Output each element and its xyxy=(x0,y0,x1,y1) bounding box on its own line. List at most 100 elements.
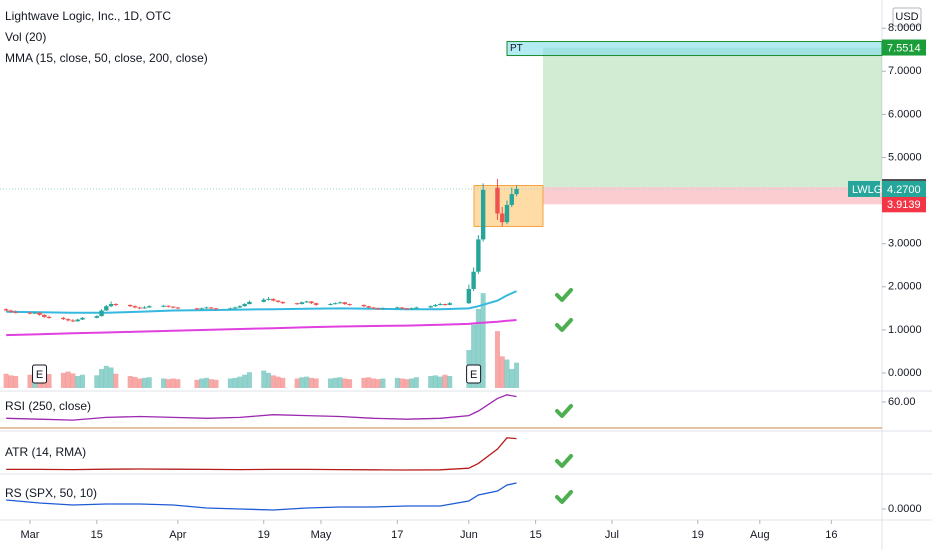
candle-body xyxy=(175,307,181,309)
volume-bar xyxy=(447,375,453,388)
volume-bar xyxy=(275,376,281,388)
candle-body xyxy=(309,301,314,304)
x-tick-label: Aug xyxy=(750,529,770,541)
chart-title: Lightwave Logic, Inc., 1D, OTC xyxy=(5,9,171,23)
check-icons xyxy=(555,288,573,504)
symbol-tag xyxy=(848,180,880,197)
volume-bar xyxy=(194,379,200,388)
candle-body xyxy=(299,302,305,305)
candle-body xyxy=(509,194,514,205)
volume-bar xyxy=(141,377,147,388)
volume-bar xyxy=(60,372,66,388)
candle-body xyxy=(237,306,243,308)
symbol-tag-label: LWLG xyxy=(852,184,882,196)
volume-bar xyxy=(261,370,267,388)
x-tick-label: 19 xyxy=(692,529,704,541)
candle-body xyxy=(476,239,481,272)
candle-body xyxy=(232,307,238,309)
candle-body xyxy=(161,305,166,307)
volume-bar xyxy=(428,375,434,388)
candle-body xyxy=(166,305,171,307)
atr-legend: ATR (14, RMA) xyxy=(5,445,86,459)
volume-bar xyxy=(342,378,348,388)
event-label: E xyxy=(470,369,477,381)
price-tag xyxy=(882,180,926,197)
volume-bar xyxy=(504,359,510,388)
y-tick-label: 7.0000 xyxy=(888,65,922,77)
candle-body xyxy=(213,308,219,310)
candle-body xyxy=(75,319,80,322)
price-tag-label: 4.2700 xyxy=(887,184,921,196)
candle-body xyxy=(438,304,443,306)
volume-bar xyxy=(113,373,119,388)
candle-body xyxy=(80,317,85,320)
volume-bar xyxy=(266,372,271,388)
volume-bar xyxy=(509,369,515,388)
x-tick-label: Jun xyxy=(460,529,478,541)
candle-body xyxy=(395,307,400,309)
volume-bar xyxy=(442,374,448,388)
rsi-legend: RSI (250, close) xyxy=(5,399,91,413)
candle-body xyxy=(209,307,214,309)
candle-body xyxy=(504,204,510,223)
volume-bar xyxy=(146,377,152,388)
volume-bar xyxy=(213,379,219,388)
volume-bar xyxy=(366,377,372,388)
price-tag xyxy=(882,196,926,213)
currency-box[interactable] xyxy=(892,7,922,27)
x-tick-label: 15 xyxy=(529,529,541,541)
volume-bar xyxy=(432,375,438,388)
candle-body xyxy=(433,304,438,307)
y-tick-label: 3.0000 xyxy=(888,238,922,250)
candle-body xyxy=(294,303,300,305)
candle-body xyxy=(61,317,66,320)
candle-body xyxy=(404,308,410,310)
volume-bar xyxy=(361,377,367,388)
pt-box xyxy=(506,41,883,57)
candle-body xyxy=(428,306,433,308)
candle-body xyxy=(65,319,71,321)
price-tag-label: 7.5514 xyxy=(887,42,921,54)
volume-bar xyxy=(94,375,100,388)
candle-body xyxy=(137,307,142,309)
y-tick-label: 60.00 xyxy=(888,396,916,408)
pt-label: PT xyxy=(510,43,523,54)
moving-average xyxy=(6,290,517,314)
volume-bar xyxy=(79,374,85,388)
volume-bar xyxy=(132,376,138,388)
volume-bar xyxy=(246,372,252,388)
volume-bar xyxy=(380,378,386,388)
volume-bar xyxy=(413,377,419,388)
volume-bar xyxy=(103,365,109,388)
volume-bar xyxy=(475,308,481,388)
x-tick-label: Jul xyxy=(605,529,619,541)
volume-bar xyxy=(337,377,343,388)
volume-bar xyxy=(404,379,410,388)
volume-bar xyxy=(175,379,181,388)
volume-bar xyxy=(332,377,338,388)
indicator-line xyxy=(6,437,517,471)
indicator-line xyxy=(6,482,517,511)
candle-body xyxy=(376,308,381,310)
volume-bar xyxy=(328,378,334,388)
candle-body xyxy=(108,304,114,307)
volume-bar xyxy=(161,378,167,388)
candle-body xyxy=(37,312,42,315)
ma-legend: MMA (15, close, 50, close, 200, close) xyxy=(5,51,208,65)
rs-legend: RS (SPX, 50, 10) xyxy=(5,486,97,500)
check-icon xyxy=(555,454,573,468)
candle-body xyxy=(480,189,486,240)
volume-bar xyxy=(514,362,520,388)
volume-bar xyxy=(370,378,376,388)
moving-average xyxy=(6,319,517,337)
volume-bar xyxy=(308,377,314,388)
volume-bar xyxy=(137,378,143,388)
volume-bar xyxy=(227,378,233,388)
candle-body xyxy=(132,306,138,308)
candle-body xyxy=(247,301,252,305)
candle-body xyxy=(380,308,386,310)
volume-bar xyxy=(494,331,500,388)
volume-bar xyxy=(199,378,205,388)
